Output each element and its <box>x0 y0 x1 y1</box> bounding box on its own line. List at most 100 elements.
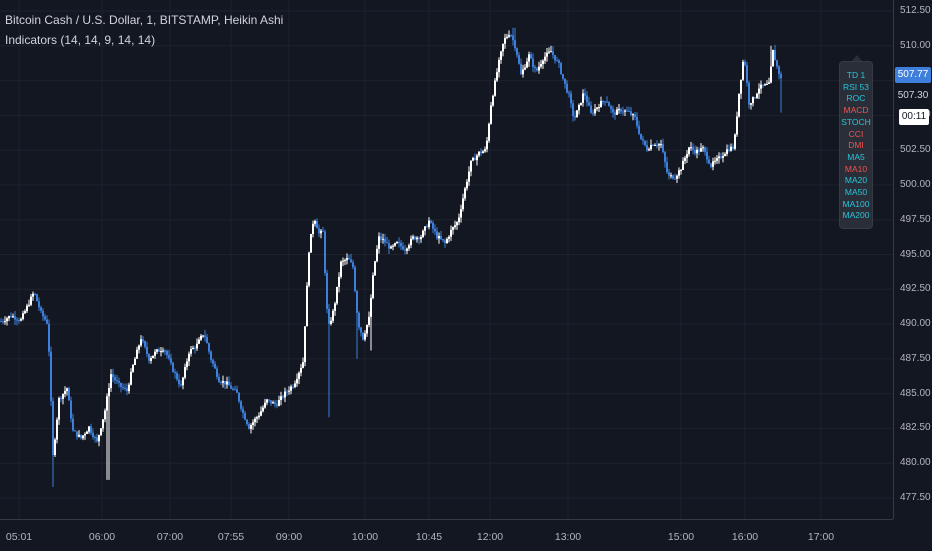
candle-body <box>274 402 276 405</box>
candle-body <box>648 149 650 151</box>
candle-body <box>756 93 758 98</box>
candle-body <box>692 147 694 150</box>
candle-body <box>80 434 82 439</box>
candle-body <box>252 422 254 425</box>
candle-body <box>496 72 498 81</box>
candle-body <box>742 61 744 80</box>
candle-body <box>774 49 776 61</box>
price-tick-label: 510.00 <box>900 39 931 51</box>
indicator-item[interactable]: ROC <box>846 93 866 104</box>
candle-body <box>546 52 548 57</box>
candle-body <box>228 381 230 386</box>
candle-body <box>322 230 324 232</box>
candle-body <box>576 110 578 118</box>
candle-body <box>388 243 390 249</box>
candle-body <box>138 345 140 350</box>
candle-body <box>174 372 176 374</box>
candle-body <box>590 105 592 113</box>
indicator-item[interactable]: MA200 <box>842 210 870 221</box>
time-tick-label: 12:00 <box>476 531 504 543</box>
candle-body <box>622 111 624 113</box>
candle-body <box>324 231 326 273</box>
indicators-legend[interactable]: Indicators (14, 14, 9, 14, 14) <box>5 33 156 47</box>
candle-body <box>254 418 256 423</box>
candle-body <box>332 310 334 321</box>
price-tick-label: 485.00 <box>900 387 931 399</box>
candle-body <box>198 339 200 344</box>
candle-body <box>506 36 508 38</box>
candle-body <box>154 351 156 356</box>
candle-body <box>166 350 168 356</box>
candle-body <box>196 343 198 349</box>
indicator-item[interactable]: MA10 <box>844 163 868 174</box>
indicator-item[interactable]: MA100 <box>842 198 870 209</box>
indicator-item[interactable]: RSI 53 <box>843 81 869 92</box>
candle-body <box>492 95 494 106</box>
price-tick-label: 492.50 <box>900 283 931 295</box>
candle-body <box>314 221 316 224</box>
candle-body <box>540 64 542 67</box>
candle-body <box>498 59 500 73</box>
candle-body <box>88 426 90 432</box>
candle-body <box>210 351 212 360</box>
indicator-item[interactable]: MA5 <box>847 151 865 162</box>
candle-body <box>42 310 44 317</box>
candle-body <box>36 294 38 302</box>
candle-body <box>632 114 634 116</box>
candle-body <box>116 380 118 382</box>
indicator-item[interactable]: MA20 <box>844 175 868 186</box>
candle-body <box>772 49 774 67</box>
candle-body <box>122 386 124 388</box>
indicator-item[interactable]: TD 1 <box>846 70 866 80</box>
candle-body <box>398 241 400 244</box>
candle-body <box>284 391 286 398</box>
candle-body <box>150 358 152 361</box>
price-tick-label: 500.00 <box>900 178 931 190</box>
candle-body <box>206 336 208 344</box>
price-chart[interactable] <box>0 0 893 519</box>
candle-body <box>768 82 770 84</box>
candle-body <box>764 84 766 86</box>
indicator-item[interactable]: CCI <box>848 128 864 139</box>
candle-body <box>30 296 32 305</box>
candle-body <box>108 388 110 397</box>
candle-body <box>214 363 216 369</box>
candle-body <box>696 149 698 154</box>
indicator-item[interactable]: STOCH <box>841 116 871 127</box>
candle-body <box>694 149 696 154</box>
candle-body <box>186 361 188 368</box>
candle-body <box>510 35 512 37</box>
indicator-item[interactable]: DMI <box>848 140 864 151</box>
candle-body <box>250 424 252 429</box>
candle-body <box>468 171 470 182</box>
candle-body <box>162 350 164 352</box>
candle-body <box>52 401 54 456</box>
candle-body <box>550 51 552 53</box>
candle-body <box>448 236 450 239</box>
candle-body <box>712 161 714 167</box>
candle-body <box>432 222 434 229</box>
indicator-item[interactable]: MA50 <box>844 187 868 198</box>
candle-body <box>4 321 6 323</box>
candle-body <box>564 78 566 84</box>
candle-body <box>164 350 166 352</box>
candle-body <box>736 116 738 135</box>
candle-body <box>180 384 182 386</box>
chart-area[interactable]: Bitcoin Cash / U.S. Dollar, 1, BITSTAMP,… <box>0 0 893 519</box>
candle-body <box>348 258 350 260</box>
time-axis[interactable]: 05:01 06:00 07:00 07:55 09:00 10:00 10:45 12:00… <box>0 519 893 551</box>
candle-body <box>758 88 760 94</box>
candle-body <box>680 170 682 172</box>
candle-body <box>630 111 632 115</box>
indicator-panel[interactable]: TD 1 RSI 53 ROC MACD STOCH CCI DMI MA5 MA10 MA20 M… <box>840 62 872 228</box>
time-tick-label: 15:00 <box>667 531 695 543</box>
indicator-item[interactable]: MACD <box>843 105 869 116</box>
candle-body <box>184 367 186 378</box>
candle-body <box>372 275 374 298</box>
candle-body <box>112 374 114 378</box>
symbol-title[interactable]: Bitcoin Cash / U.S. Dollar, 1, BITSTAMP,… <box>5 13 284 27</box>
candle-body <box>160 351 162 353</box>
candle-body <box>390 246 392 249</box>
candle-body <box>748 82 750 105</box>
candle-body <box>422 230 424 238</box>
